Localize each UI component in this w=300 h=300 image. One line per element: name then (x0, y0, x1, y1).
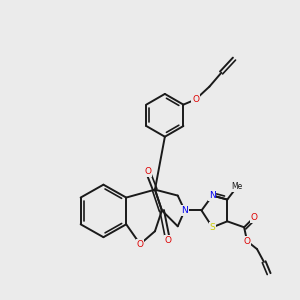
Text: O: O (145, 167, 152, 176)
Text: S: S (209, 223, 215, 232)
Text: O: O (164, 236, 171, 245)
Text: N: N (209, 191, 216, 200)
Text: N: N (181, 206, 188, 215)
Text: O: O (192, 95, 199, 104)
Text: O: O (244, 237, 250, 246)
Text: Me: Me (232, 182, 243, 191)
Text: O: O (250, 213, 257, 222)
Text: O: O (136, 240, 144, 249)
